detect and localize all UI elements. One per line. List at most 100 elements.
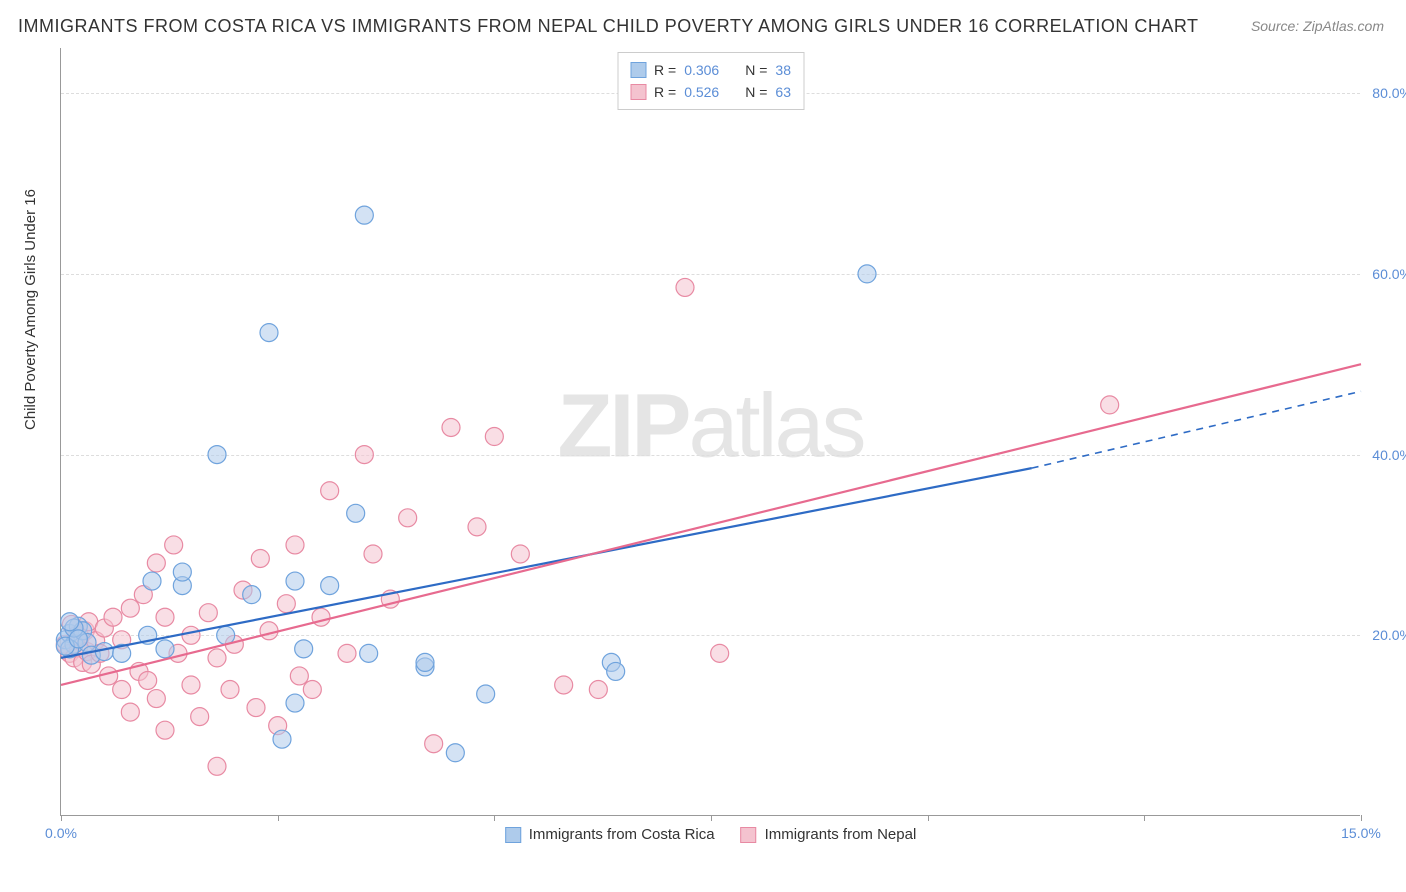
y-tick-label: 40.0% xyxy=(1372,447,1406,463)
scatter-point xyxy=(251,549,269,567)
scatter-point xyxy=(156,721,174,739)
scatter-point xyxy=(221,681,239,699)
trend-line-extrapolated xyxy=(1032,391,1361,468)
scatter-point xyxy=(104,608,122,626)
legend-row-nepal: R = 0.526 N = 63 xyxy=(630,81,791,103)
x-tick xyxy=(278,815,279,821)
scatter-point xyxy=(321,482,339,500)
scatter-point xyxy=(173,563,191,581)
scatter-point xyxy=(286,694,304,712)
x-tick xyxy=(1361,815,1362,821)
x-tick-label: 15.0% xyxy=(1341,825,1381,841)
r-value-nepal: 0.526 xyxy=(684,81,719,103)
scatter-point xyxy=(147,690,165,708)
scatter-point xyxy=(321,577,339,595)
x-tick xyxy=(1144,815,1145,821)
correlation-legend: R = 0.306 N = 38 R = 0.526 N = 63 xyxy=(617,52,804,110)
scatter-point xyxy=(416,653,434,671)
scatter-point xyxy=(485,428,503,446)
r-label: R = xyxy=(654,59,676,81)
scatter-point xyxy=(711,644,729,662)
scatter-point xyxy=(286,536,304,554)
scatter-point xyxy=(290,667,308,685)
scatter-point xyxy=(208,757,226,775)
trend-line xyxy=(61,364,1361,685)
x-tick-label: 0.0% xyxy=(45,825,77,841)
scatter-point xyxy=(607,662,625,680)
scatter-point xyxy=(468,518,486,536)
r-value-costa-rica: 0.306 xyxy=(684,59,719,81)
scatter-point xyxy=(555,676,573,694)
scatter-point xyxy=(858,265,876,283)
scatter-point xyxy=(121,599,139,617)
scatter-point xyxy=(286,572,304,590)
series-legend: Immigrants from Costa Rica Immigrants fr… xyxy=(505,826,917,843)
x-tick xyxy=(494,815,495,821)
swatch-nepal xyxy=(741,827,757,843)
scatter-point xyxy=(442,418,460,436)
scatter-point xyxy=(191,708,209,726)
scatter-svg xyxy=(61,48,1360,815)
scatter-point xyxy=(676,278,694,296)
legend-label-costa-rica: Immigrants from Costa Rica xyxy=(529,826,715,843)
scatter-point xyxy=(147,554,165,572)
scatter-point xyxy=(156,640,174,658)
scatter-point xyxy=(446,744,464,762)
swatch-costa-rica xyxy=(505,827,521,843)
r-label: R = xyxy=(654,81,676,103)
scatter-point xyxy=(1101,396,1119,414)
plot-area: ZIPatlas 20.0%40.0%60.0%80.0% 0.0%15.0% … xyxy=(60,48,1360,816)
n-label: N = xyxy=(745,81,767,103)
scatter-point xyxy=(121,703,139,721)
scatter-point xyxy=(260,622,278,640)
scatter-point xyxy=(139,671,157,689)
scatter-point xyxy=(273,730,291,748)
scatter-point xyxy=(100,667,118,685)
scatter-point xyxy=(243,586,261,604)
scatter-point xyxy=(355,446,373,464)
scatter-point xyxy=(364,545,382,563)
scatter-point xyxy=(347,504,365,522)
scatter-point xyxy=(113,681,131,699)
scatter-point xyxy=(477,685,495,703)
scatter-point xyxy=(260,324,278,342)
x-tick xyxy=(711,815,712,821)
legend-row-costa-rica: R = 0.306 N = 38 xyxy=(630,59,791,81)
y-tick-label: 20.0% xyxy=(1372,627,1406,643)
y-tick-label: 80.0% xyxy=(1372,85,1406,101)
y-axis-label: Child Poverty Among Girls Under 16 xyxy=(22,189,39,430)
scatter-point xyxy=(182,676,200,694)
chart-title: IMMIGRANTS FROM COSTA RICA VS IMMIGRANTS… xyxy=(18,16,1199,37)
scatter-point xyxy=(360,644,378,662)
n-label: N = xyxy=(745,59,767,81)
legend-item-costa-rica: Immigrants from Costa Rica xyxy=(505,826,715,843)
swatch-nepal xyxy=(630,84,646,100)
scatter-point xyxy=(338,644,356,662)
trend-line xyxy=(61,468,1032,658)
scatter-point xyxy=(511,545,529,563)
legend-item-nepal: Immigrants from Nepal xyxy=(741,826,917,843)
source-attribution: Source: ZipAtlas.com xyxy=(1251,18,1384,34)
scatter-point xyxy=(589,681,607,699)
n-value-costa-rica: 38 xyxy=(775,59,791,81)
scatter-point xyxy=(208,446,226,464)
scatter-point xyxy=(217,626,235,644)
scatter-point xyxy=(199,604,217,622)
scatter-point xyxy=(182,626,200,644)
scatter-point xyxy=(208,649,226,667)
scatter-point xyxy=(303,681,321,699)
scatter-point xyxy=(69,630,87,648)
legend-label-nepal: Immigrants from Nepal xyxy=(765,826,917,843)
n-value-nepal: 63 xyxy=(775,81,791,103)
scatter-point xyxy=(425,735,443,753)
scatter-point xyxy=(277,595,295,613)
scatter-point xyxy=(399,509,417,527)
scatter-point xyxy=(143,572,161,590)
x-tick xyxy=(928,815,929,821)
scatter-point xyxy=(295,640,313,658)
x-tick xyxy=(61,815,62,821)
swatch-costa-rica xyxy=(630,62,646,78)
scatter-point xyxy=(247,699,265,717)
scatter-point xyxy=(61,613,79,631)
y-tick-label: 60.0% xyxy=(1372,266,1406,282)
